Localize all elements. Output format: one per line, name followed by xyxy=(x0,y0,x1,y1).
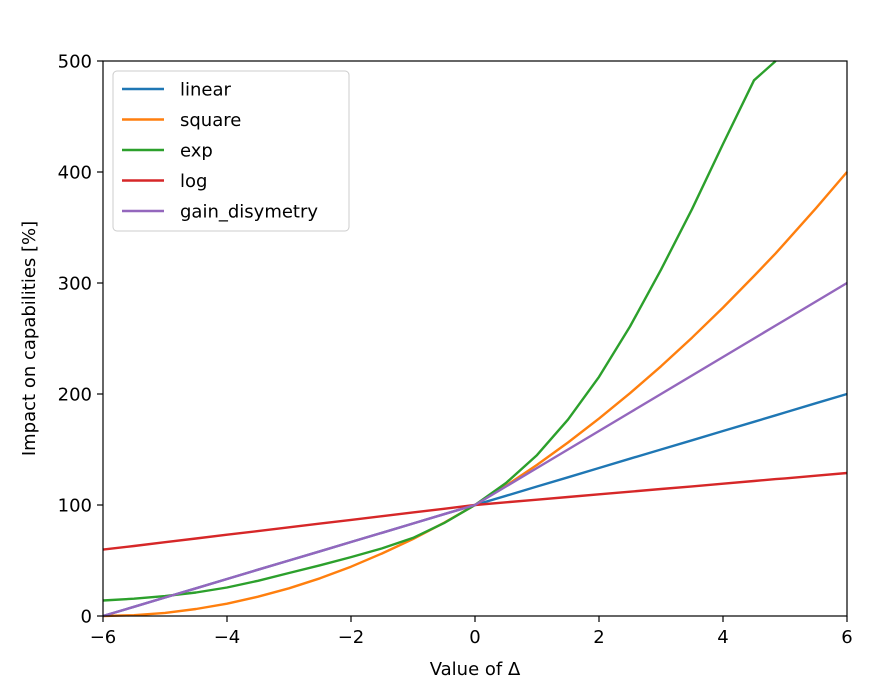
y-tick-label: 200 xyxy=(58,385,92,406)
y-tick-label: 100 xyxy=(58,496,92,517)
y-tick-label: 300 xyxy=(58,274,92,295)
series-line-gain-disymetry xyxy=(102,281,848,618)
legend-frame xyxy=(112,70,350,232)
series-line-exp xyxy=(102,60,777,602)
x-tick-label: −4 xyxy=(214,627,241,648)
legend-label-linear: linear xyxy=(180,80,232,101)
x-tick-label: 2 xyxy=(593,627,604,648)
y-tick-label: 400 xyxy=(58,163,92,184)
legend-label-square: square xyxy=(180,110,241,131)
y-axis-label: Impact on capabilities [%] xyxy=(19,221,40,456)
legend-label-exp: exp xyxy=(180,141,213,162)
x-tick-label: −6 xyxy=(90,627,117,648)
x-axis-label: Value of Δ xyxy=(430,659,521,680)
series-line-log xyxy=(102,471,848,551)
legend: linear square exp log gain_disymetry xyxy=(112,70,350,232)
legend-label-gain-disymetry: gain_disymetry xyxy=(180,202,318,223)
y-tick-label: 0 xyxy=(81,607,92,628)
x-tick-label: 0 xyxy=(469,627,480,648)
x-tick-label: 6 xyxy=(841,627,852,648)
legend-label-log: log xyxy=(180,171,207,192)
x-tick-label: −2 xyxy=(338,627,365,648)
ticks-layer: −6 −4 −2 0 2 4 6 0 100 200 300 400 500 xyxy=(58,52,853,649)
series-layer xyxy=(102,60,848,618)
x-tick-label: 4 xyxy=(717,627,728,648)
y-tick-label: 500 xyxy=(58,52,92,73)
